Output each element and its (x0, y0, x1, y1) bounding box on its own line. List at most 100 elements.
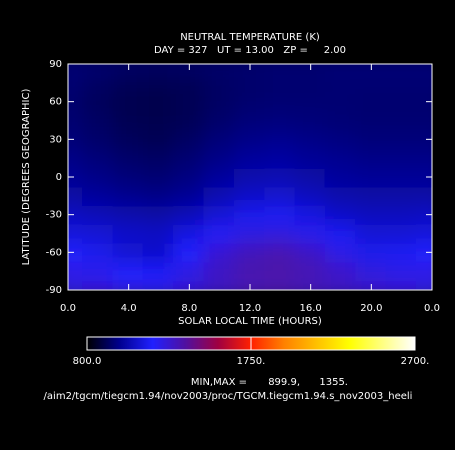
x-axis-label: SOLAR LOCAL TIME (HOURS) (178, 316, 322, 327)
y-tick-label: -30 (46, 210, 62, 221)
heatmap-cell (112, 185, 145, 207)
heatmap-cell (173, 110, 206, 131)
heatmap-cell (142, 279, 176, 290)
heatmap-cell (324, 72, 358, 94)
heatmap-cell (68, 147, 85, 169)
heatmap-cell (233, 166, 267, 188)
heatmap-cell (82, 128, 115, 150)
heatmap-cell (112, 72, 145, 94)
heatmap-cell (355, 91, 388, 113)
x-tick-label: 0.0 (424, 303, 440, 314)
plot-area (68, 64, 432, 290)
heatmap-cell (68, 241, 85, 263)
heatmap-cell (415, 64, 432, 75)
heatmap-cell (324, 147, 358, 169)
heatmap-cell (294, 166, 327, 188)
heatmap-cell (203, 241, 236, 263)
heatmap-cell (294, 260, 327, 282)
heatmap-cell (68, 166, 85, 188)
heatmap-cell (68, 279, 85, 290)
heatmap-cell (203, 91, 236, 113)
heatmap-cell (203, 260, 236, 282)
heatmap-cell (68, 128, 85, 150)
heatmap-cell (112, 260, 145, 282)
heatmap-cell (112, 204, 145, 226)
heatmap-cell (142, 241, 176, 263)
y-tick-label: -90 (46, 285, 62, 296)
heatmap-cell (385, 91, 418, 113)
heatmap-cell (68, 223, 85, 244)
heatmap-cell (112, 166, 145, 188)
heatmap-cell (68, 91, 85, 113)
heatmap-cell (233, 204, 267, 226)
heatmap-cell (264, 241, 297, 263)
heatmap-cell (82, 241, 115, 263)
heatmap-cell (415, 110, 432, 131)
heatmap-cell (142, 110, 176, 131)
heatmap-cell (294, 91, 327, 113)
heatmap-cell (415, 241, 432, 263)
heatmap-cell (203, 223, 236, 244)
x-tick-label: 0.0 (60, 303, 76, 314)
heatmap-cell (385, 204, 418, 226)
heatmap-cell (385, 223, 418, 244)
heatmap-cell (173, 223, 206, 244)
heatmap-cell (82, 166, 115, 188)
heatmap-cell (68, 185, 85, 207)
heatmap-cell (203, 64, 236, 75)
heatmap-cell (173, 204, 206, 226)
heatmap-cell (112, 241, 145, 263)
heatmap-cell (415, 147, 432, 169)
heatmap-cell (203, 185, 236, 207)
heatmap-cell (173, 147, 206, 169)
heatmap-cell (294, 110, 327, 131)
heatmap-cell (233, 241, 267, 263)
heatmap-cell (233, 91, 267, 113)
heatmap-cell (264, 223, 297, 244)
y-tick-label: 30 (49, 134, 62, 145)
heatmap-cell (173, 185, 206, 207)
heatmap-cell (415, 185, 432, 207)
heatmap-cell (173, 72, 206, 94)
heatmap-cell (82, 223, 115, 244)
heatmap-cell (264, 260, 297, 282)
heatmap-cell (264, 128, 297, 150)
chart-title: NEUTRAL TEMPERATURE (K) (180, 32, 320, 43)
heatmap-cell (415, 223, 432, 244)
heatmap-cell (415, 279, 432, 290)
heatmap-cell (173, 241, 206, 263)
colorbar-tick-label: 800.0 (73, 356, 102, 367)
heatmap-cell (112, 147, 145, 169)
heatmap-cell (385, 128, 418, 150)
heatmap-cell (203, 166, 236, 188)
heatmap-cell (385, 279, 418, 290)
heatmap-cell (264, 279, 297, 290)
heatmap-cell (355, 223, 388, 244)
heatmap-cell (324, 260, 358, 282)
heatmap-cell (82, 260, 115, 282)
heatmap-cell (264, 166, 297, 188)
max-value: 1355. (319, 377, 348, 388)
heatmap-cell (264, 147, 297, 169)
heatmap-cell (385, 166, 418, 188)
heatmap-cell (82, 72, 115, 94)
heatmap-cell (324, 128, 358, 150)
heatmap-cell (294, 223, 327, 244)
heatmap (68, 64, 432, 290)
heatmap-cell (112, 223, 145, 244)
heatmap-cell (385, 147, 418, 169)
heatmap-cell (203, 147, 236, 169)
x-tick-label: 4.0 (121, 303, 137, 314)
heatmap-cell (324, 241, 358, 263)
heatmap-cell (173, 91, 206, 113)
heatmap-cell (233, 128, 267, 150)
heatmap-cell (82, 64, 115, 75)
heatmap-cell (203, 72, 236, 94)
heatmap-cell (355, 110, 388, 131)
heatmap-cell (142, 204, 176, 226)
footer-path: /aim2/tgcm/tiegcm1.94/nov2003/proc/TGCM.… (44, 391, 413, 402)
heatmap-cell (264, 110, 297, 131)
heatmap-cell (68, 72, 85, 94)
heatmap-cell (233, 147, 267, 169)
